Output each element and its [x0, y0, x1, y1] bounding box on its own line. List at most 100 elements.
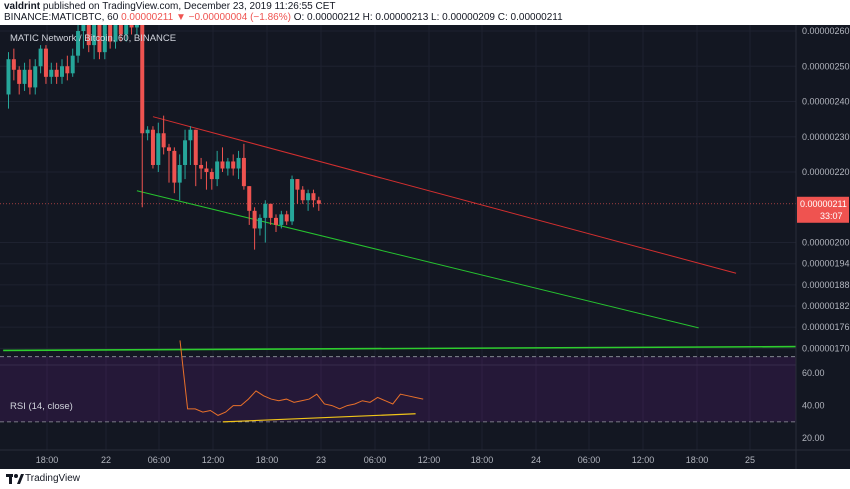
publish-line: valdrint published on TradingView.com, D… [4, 1, 336, 12]
symbol-id: BINANCE:MATICBTC, 60 [4, 12, 119, 23]
candle-body [306, 193, 311, 201]
candle-body [241, 157, 246, 187]
rsi-divergence-line [222, 413, 416, 423]
candle-body [102, 25, 107, 53]
candle-body [43, 48, 48, 77]
time-tick-label: 12:00 [418, 455, 441, 465]
time-tick-label: 06:00 [364, 455, 387, 465]
candle-body [247, 186, 252, 211]
price-tick-label: 0.00000230 [802, 132, 850, 142]
symbol-line: BINANCE:MATICBTC, 60 0.00000211 ▼ −0.000… [4, 12, 563, 23]
time-tick-label: 18:00 [471, 455, 494, 465]
rsi-tick-label: 40.00 [802, 401, 825, 411]
candle-body [76, 31, 81, 56]
author-name[interactable]: valdrint [4, 1, 41, 12]
candle-body [65, 66, 70, 74]
time-tick-label: 12:00 [632, 455, 655, 465]
rsi-line [179, 340, 424, 416]
candle-body [263, 203, 268, 218]
time-tick-label: 18:00 [686, 455, 709, 465]
candle-body [118, 25, 123, 35]
time-tick-label: 06:00 [148, 455, 171, 465]
candle-body [17, 69, 22, 84]
price-tick-label: 0.00000250 [802, 61, 850, 71]
candle-body [124, 25, 129, 35]
last-price-badge [797, 196, 849, 223]
candle-body [161, 133, 166, 148]
price-tick-label: 0.00000188 [802, 280, 850, 290]
time-tick-label: 22 [101, 455, 111, 465]
price-tick-label: 0.00000200 [802, 238, 850, 248]
trendline [136, 190, 699, 329]
candle-body [316, 200, 321, 204]
chart-area[interactable]: 0.00000260 0.00000250 0.00000240 0.00000230… [0, 25, 850, 469]
candle-body [134, 25, 139, 28]
candle-body [252, 210, 257, 229]
price-change: ▼ −0.00000004 (−1.86%) [175, 12, 291, 23]
publish-header: valdrint published on TradingView.com, D… [0, 0, 850, 25]
time-tick-label: 18:00 [36, 455, 59, 465]
trendlines [3, 116, 801, 352]
rsi-label: RSI (14, close) [10, 401, 73, 412]
rsi-tick-label: 20.00 [802, 433, 825, 443]
candle-body [156, 133, 161, 165]
price-axis-panel [796, 25, 850, 469]
candle-body [140, 25, 145, 134]
axes: 0.00000260 0.00000250 0.00000240 0.00000230… [0, 25, 850, 469]
price-tick-label: 0.00000220 [802, 167, 850, 177]
candle-body [92, 25, 97, 46]
tradingview-logo-icon [6, 474, 24, 484]
candle-body [81, 25, 86, 31]
candle-body [167, 147, 171, 151]
candle-body [129, 25, 134, 28]
candle-body [54, 69, 59, 77]
trendline [3, 345, 801, 352]
candle-body [300, 189, 305, 201]
candle-body [225, 161, 230, 169]
candle-body [284, 214, 289, 222]
candle-body [199, 164, 204, 169]
candle-body [236, 157, 241, 169]
countdown-label: 33:07 [820, 211, 843, 221]
candle-body [209, 172, 214, 180]
candle-body [145, 129, 150, 134]
candle-body [22, 69, 27, 84]
candle-body [27, 69, 32, 88]
chart-svg[interactable]: 0.00000260 0.00000250 0.00000240 0.00000230… [0, 25, 850, 469]
candle-body [290, 179, 295, 222]
candle-body [311, 193, 316, 201]
chart-title: MATIC Network / Bitcoin, 60, BINANCE [10, 33, 176, 44]
candle-body [150, 129, 155, 165]
candle-body [193, 129, 198, 165]
rsi-tick-label: 60.00 [802, 368, 825, 378]
candle-body [49, 69, 54, 77]
rsi-band [0, 356, 796, 422]
time-tick-label: 23 [316, 455, 326, 465]
candle-body [86, 25, 91, 46]
last-price-label: 0.00000211 [800, 199, 847, 209]
candle-body [6, 59, 11, 95]
publish-info: published on TradingView.com, December 2… [42, 1, 336, 12]
price-tick-label: 0.00000176 [802, 322, 850, 332]
time-tick-label: 06:00 [578, 455, 601, 465]
candle-body [204, 168, 209, 173]
candle-body [215, 161, 220, 180]
price-tick-label: 0.00000240 [802, 97, 850, 107]
candle-body [188, 129, 193, 141]
candle-body [60, 66, 64, 77]
footer-bar: TradingView [0, 469, 850, 489]
rsi-pane [0, 340, 796, 423]
candle-body [274, 217, 278, 225]
candle-body [177, 164, 182, 183]
candle-body [172, 150, 177, 183]
footer-brand[interactable]: TradingView [25, 473, 81, 484]
candle-body [220, 161, 225, 169]
candle-body [11, 59, 16, 70]
candle-body [279, 214, 284, 225]
last-price: 0.00000211 [121, 12, 174, 23]
candle-body [295, 179, 300, 190]
candle-body [33, 66, 38, 88]
price-tick-label: 0.00000170 [802, 343, 850, 353]
candle-body [108, 25, 113, 42]
candle-body [231, 161, 236, 169]
